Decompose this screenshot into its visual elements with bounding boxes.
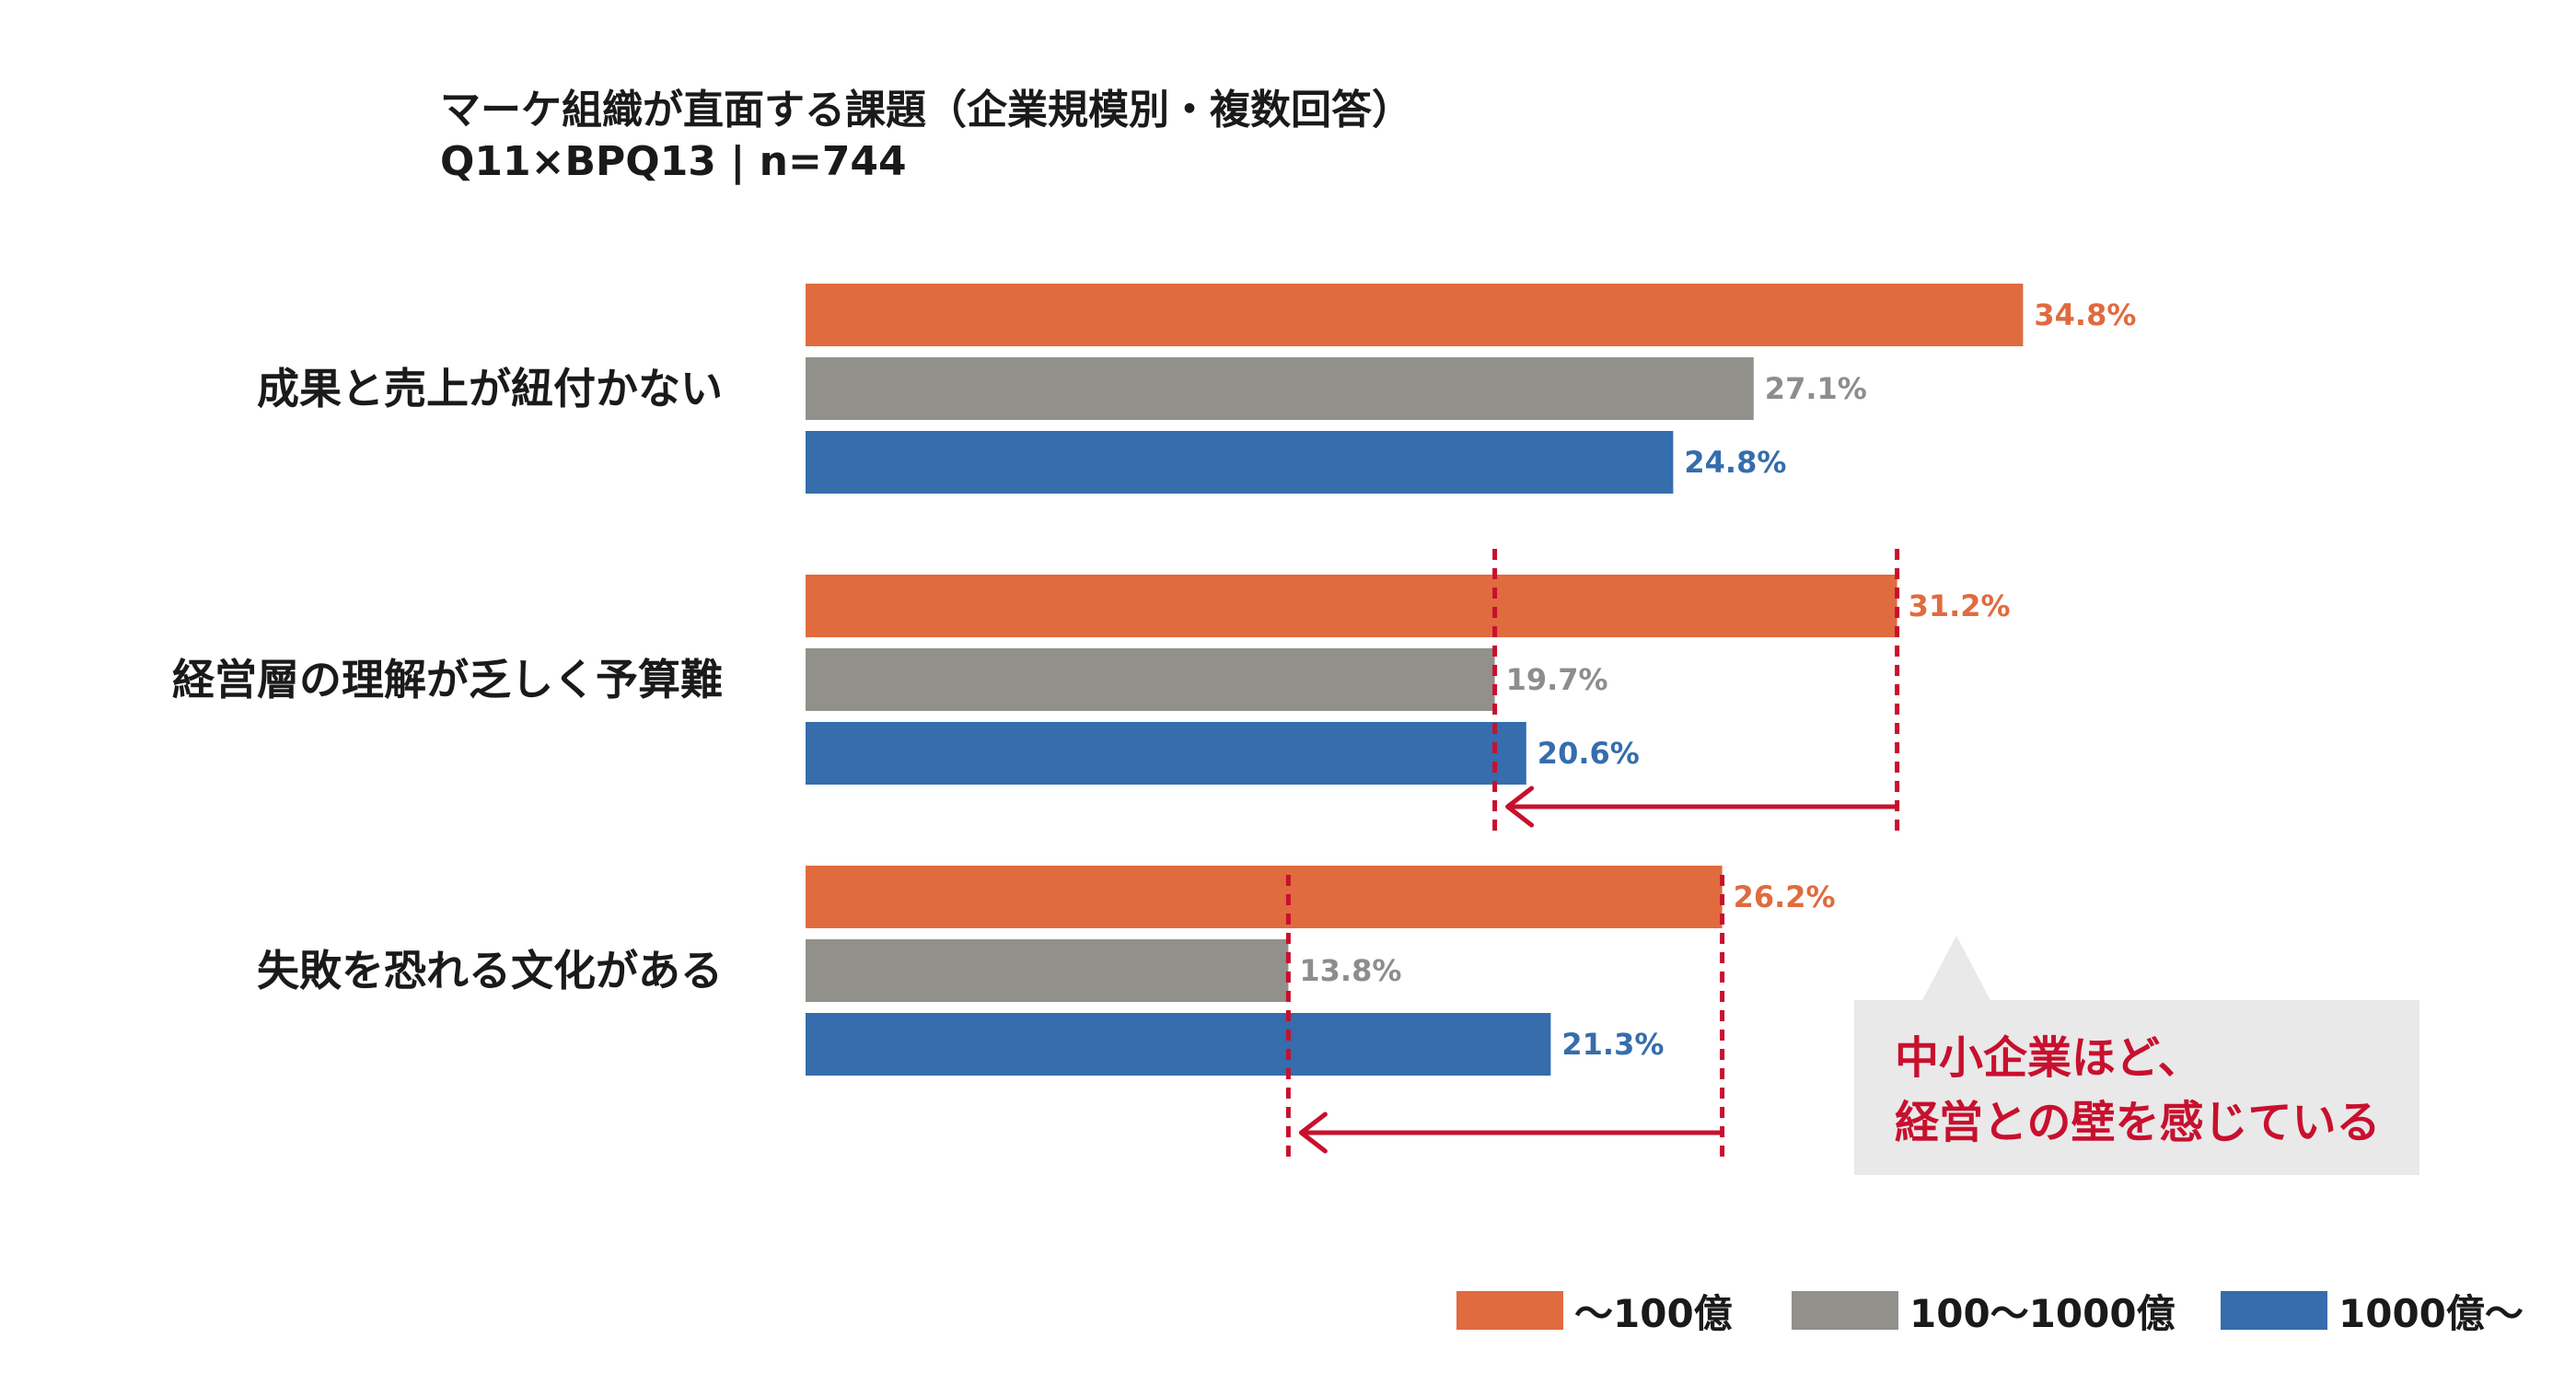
callout-line-1: 中小企業ほど、 [1895,1032,2202,1084]
bar [806,866,1723,928]
bar [806,1013,1551,1076]
data-label: 27.1% [1765,371,1867,406]
legend-item-medium: 100〜1000億 [1792,1287,2176,1336]
legend-swatch-small [1456,1291,1563,1330]
chart-title: マーケ組織が直面する課題（企業規模別・複数回答） [440,87,1412,134]
bar [806,722,1526,785]
data-label: 31.2% [1909,588,2011,623]
category-label: 失敗を恐れる文化がある [257,946,723,995]
data-label: 19.7% [1506,662,1608,697]
bar [806,284,2024,346]
legend-item-small: 〜100億 [1456,1287,1733,1336]
data-label: 26.2% [1734,879,1836,914]
data-label: 20.6% [1537,736,1640,771]
bar [806,648,1495,711]
bar [806,939,1289,1002]
annotation-arrow-head-icon [1505,786,1535,828]
data-label: 34.8% [2034,297,2136,332]
legend-swatch-large [2221,1291,2327,1330]
legend-label-small: 〜100億 [1574,1290,1733,1336]
legend-swatch-medium [1792,1291,1898,1330]
legend-label-large: 1000億〜 [2338,1290,2524,1336]
callout-tail [1921,936,1991,1002]
callout-text: 中小企業ほど、 経営との壁を感じている [1895,1026,2381,1155]
chart-subtitle: Q11×BPQ13 | n=744 [440,138,907,185]
legend-item-large: 1000億〜 [2221,1287,2524,1336]
category-label: 成果と売上が紐付かない [257,364,723,413]
data-label: 24.8% [1684,445,1786,480]
callout-line-2: 経営との壁を感じている [1895,1097,2381,1148]
bar [806,575,1897,637]
data-label: 13.8% [1299,953,1401,988]
annotation-arrow-head-icon [1298,1111,1328,1154]
category-label: 経営層の理解が乏しく予算難 [172,655,723,704]
data-label: 21.3% [1561,1027,1664,1062]
bar [806,357,1754,420]
bar [806,431,1674,494]
callout-box: 中小企業ほど、 経営との壁を感じている [1854,1000,2419,1175]
legend-label-medium: 100〜1000億 [1909,1290,2176,1336]
